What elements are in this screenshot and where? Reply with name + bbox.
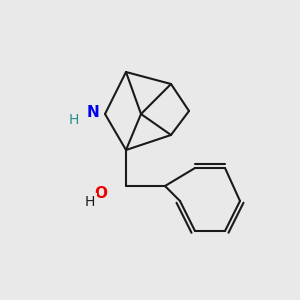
Text: H: H [68,113,79,127]
Text: N: N [87,105,99,120]
Text: O: O [94,186,107,201]
Text: H: H [85,196,95,209]
